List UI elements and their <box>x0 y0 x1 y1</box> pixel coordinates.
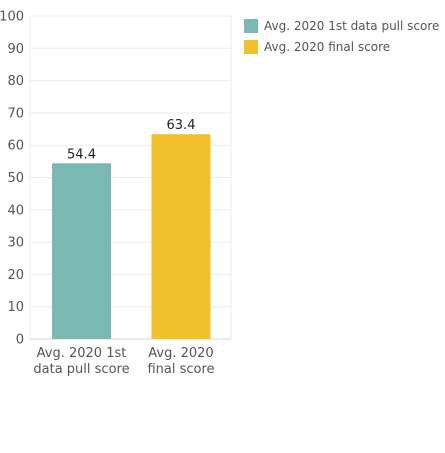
legend-label-final: Avg. 2020 final score <box>264 40 391 54</box>
data-label: 63.4 <box>167 118 196 133</box>
y-tick-label: 50 <box>7 171 24 186</box>
x-category-label: Avg. 2020 <box>148 346 213 361</box>
x-category-label: Avg. 2020 1st <box>37 346 127 361</box>
y-tick-label: 0 <box>16 333 24 348</box>
legend-swatch-first-pull <box>244 19 258 33</box>
x-category-label: data pull score <box>33 362 129 377</box>
legend: Avg. 2020 1st data pull score Avg. 2020 … <box>244 18 439 60</box>
y-tick-label: 20 <box>7 268 24 283</box>
bar[interactable] <box>52 163 111 339</box>
x-category-label: final score <box>147 362 214 377</box>
y-tick-label: 80 <box>7 74 24 89</box>
legend-item-first-pull[interactable]: Avg. 2020 1st data pull score <box>244 18 439 34</box>
y-tick-label: 40 <box>7 203 24 218</box>
y-tick-label: 10 <box>7 300 24 315</box>
bar[interactable] <box>151 134 211 339</box>
y-tick-label: 70 <box>7 106 24 121</box>
y-tick-label: 100 <box>0 10 24 25</box>
y-axis-tick-labels: 0 10 20 30 40 50 60 70 80 90 100 <box>0 10 24 348</box>
y-tick-label: 90 <box>7 42 24 57</box>
legend-label-first-pull: Avg. 2020 1st data pull score <box>264 19 440 33</box>
y-tick-label: 60 <box>7 139 24 154</box>
data-labels: 54.4 63.4 <box>67 118 195 162</box>
legend-swatch-final <box>244 40 258 54</box>
bars <box>52 134 211 339</box>
legend-item-final[interactable]: Avg. 2020 final score <box>244 39 439 55</box>
data-label: 54.4 <box>67 147 96 162</box>
y-tick-label: 30 <box>7 236 24 251</box>
